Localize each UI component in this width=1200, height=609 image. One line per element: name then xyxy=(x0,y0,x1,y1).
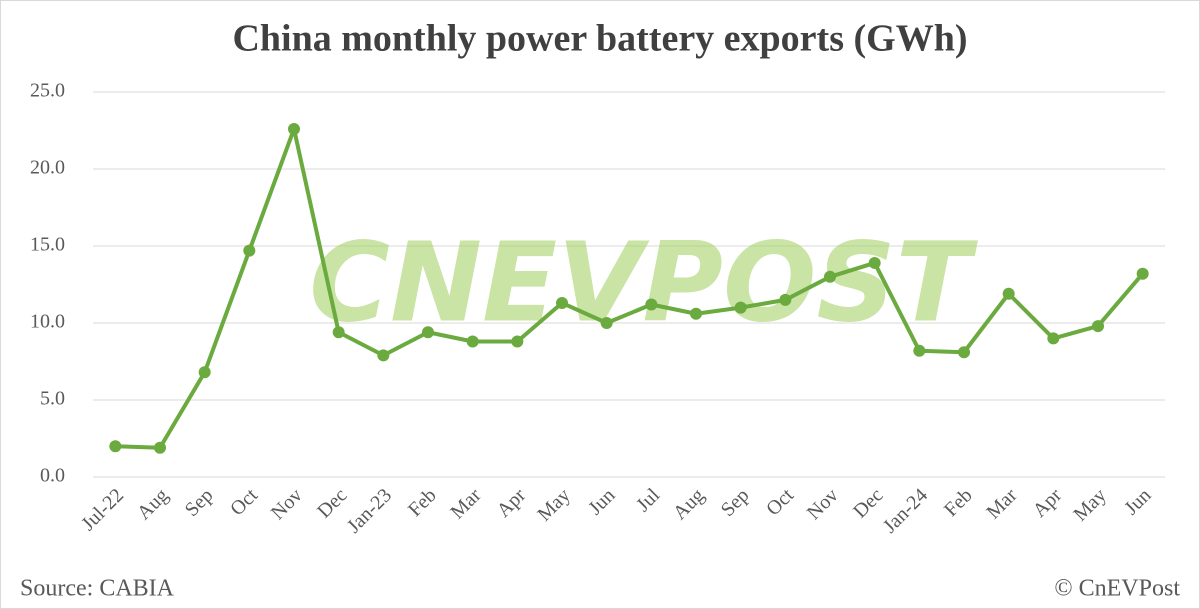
grid xyxy=(93,91,1165,478)
marker xyxy=(1047,332,1060,345)
marker xyxy=(288,122,300,135)
marker xyxy=(422,326,434,339)
line xyxy=(115,126,1145,450)
marker xyxy=(154,441,166,454)
marker xyxy=(1092,320,1104,333)
marker xyxy=(645,298,658,311)
credit: © CnEVPost xyxy=(1054,576,1180,602)
source: Source: CABIA xyxy=(20,576,175,602)
y-tick-label: 20.0 xyxy=(30,157,65,179)
marker xyxy=(958,346,970,359)
marker xyxy=(1002,287,1015,300)
marker xyxy=(913,344,926,357)
marker xyxy=(466,335,479,348)
marker xyxy=(734,301,747,314)
watermark: CNEVPOST xyxy=(309,218,978,346)
marker xyxy=(868,256,881,269)
marker xyxy=(690,307,702,320)
marker xyxy=(109,440,122,453)
marker xyxy=(824,270,836,283)
marker xyxy=(556,296,568,309)
y-tick-label: 5.0 xyxy=(40,388,65,410)
marker xyxy=(198,366,211,379)
marker xyxy=(332,326,345,339)
y-tick-label: 25.0 xyxy=(30,80,65,102)
marker xyxy=(600,317,613,329)
marker xyxy=(779,293,792,306)
y-tick-label: 10.0 xyxy=(30,311,65,333)
marker xyxy=(377,349,390,362)
y-tick-label: 15.0 xyxy=(30,234,65,256)
marker xyxy=(1136,267,1149,280)
y-tick-label: 0.0 xyxy=(40,465,65,487)
marker xyxy=(511,335,524,348)
chart-title: China monthly power battery exports (GWh… xyxy=(232,18,967,60)
marker xyxy=(243,244,256,257)
